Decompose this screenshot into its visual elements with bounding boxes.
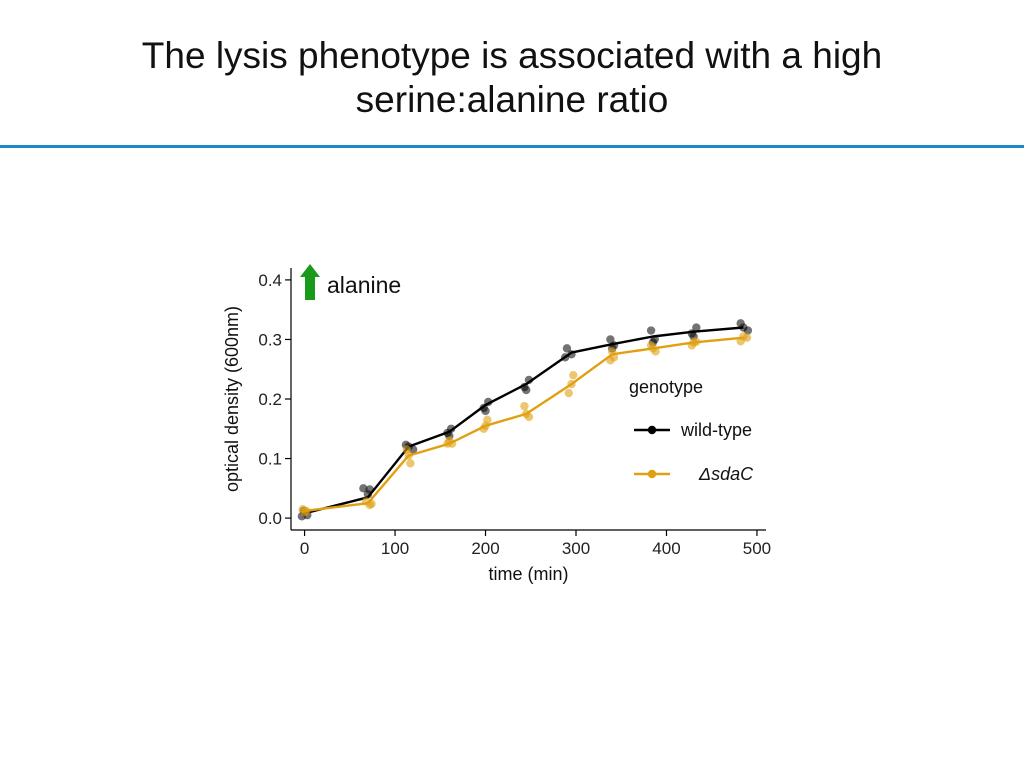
annotation-label: alanine <box>327 272 401 298</box>
x-tick-label: 400 <box>652 539 680 558</box>
x-tick-label: 0 <box>300 539 309 558</box>
y-tick-label: 0.1 <box>258 450 282 469</box>
legend-swatch-point <box>647 469 657 479</box>
x-tick-label: 300 <box>562 539 590 558</box>
y-axis-title: optical density (600nm) <box>222 306 242 492</box>
data-point <box>520 401 529 411</box>
legend-label: wild-type <box>680 420 752 440</box>
y-tick-label: 0.2 <box>258 390 282 409</box>
x-tick-label: 200 <box>471 539 499 558</box>
title-divider <box>0 145 1024 148</box>
x-tick-label: 100 <box>381 539 409 558</box>
legend-swatch-point <box>647 425 657 435</box>
up-arrow-icon <box>300 264 320 300</box>
series-line <box>304 326 744 515</box>
data-point <box>646 326 656 335</box>
data-point <box>569 370 578 380</box>
y-tick-label: 0.4 <box>258 271 282 290</box>
legend-label: ΔsdaC <box>698 464 754 484</box>
legend-title: genotype <box>629 377 703 397</box>
x-axis-title: time (min) <box>489 564 569 584</box>
y-tick-label: 0.0 <box>258 509 282 528</box>
data-point <box>408 445 418 454</box>
data-point <box>692 323 701 332</box>
data-point <box>359 484 368 493</box>
data-point <box>481 406 490 416</box>
x-tick-label: 500 <box>743 539 771 558</box>
slide-title: The lysis phenotype is associated with a… <box>0 34 1024 122</box>
series-line <box>304 336 744 513</box>
data-point <box>300 507 309 517</box>
data-point <box>564 388 573 398</box>
data-point <box>739 332 748 341</box>
title-line-2: serine:alanine ratio <box>355 79 669 120</box>
data-point <box>406 459 415 468</box>
data-point <box>562 344 572 353</box>
data-point <box>522 385 531 395</box>
title-line-1: The lysis phenotype is associated with a… <box>141 35 883 76</box>
y-tick-label: 0.3 <box>258 330 282 349</box>
